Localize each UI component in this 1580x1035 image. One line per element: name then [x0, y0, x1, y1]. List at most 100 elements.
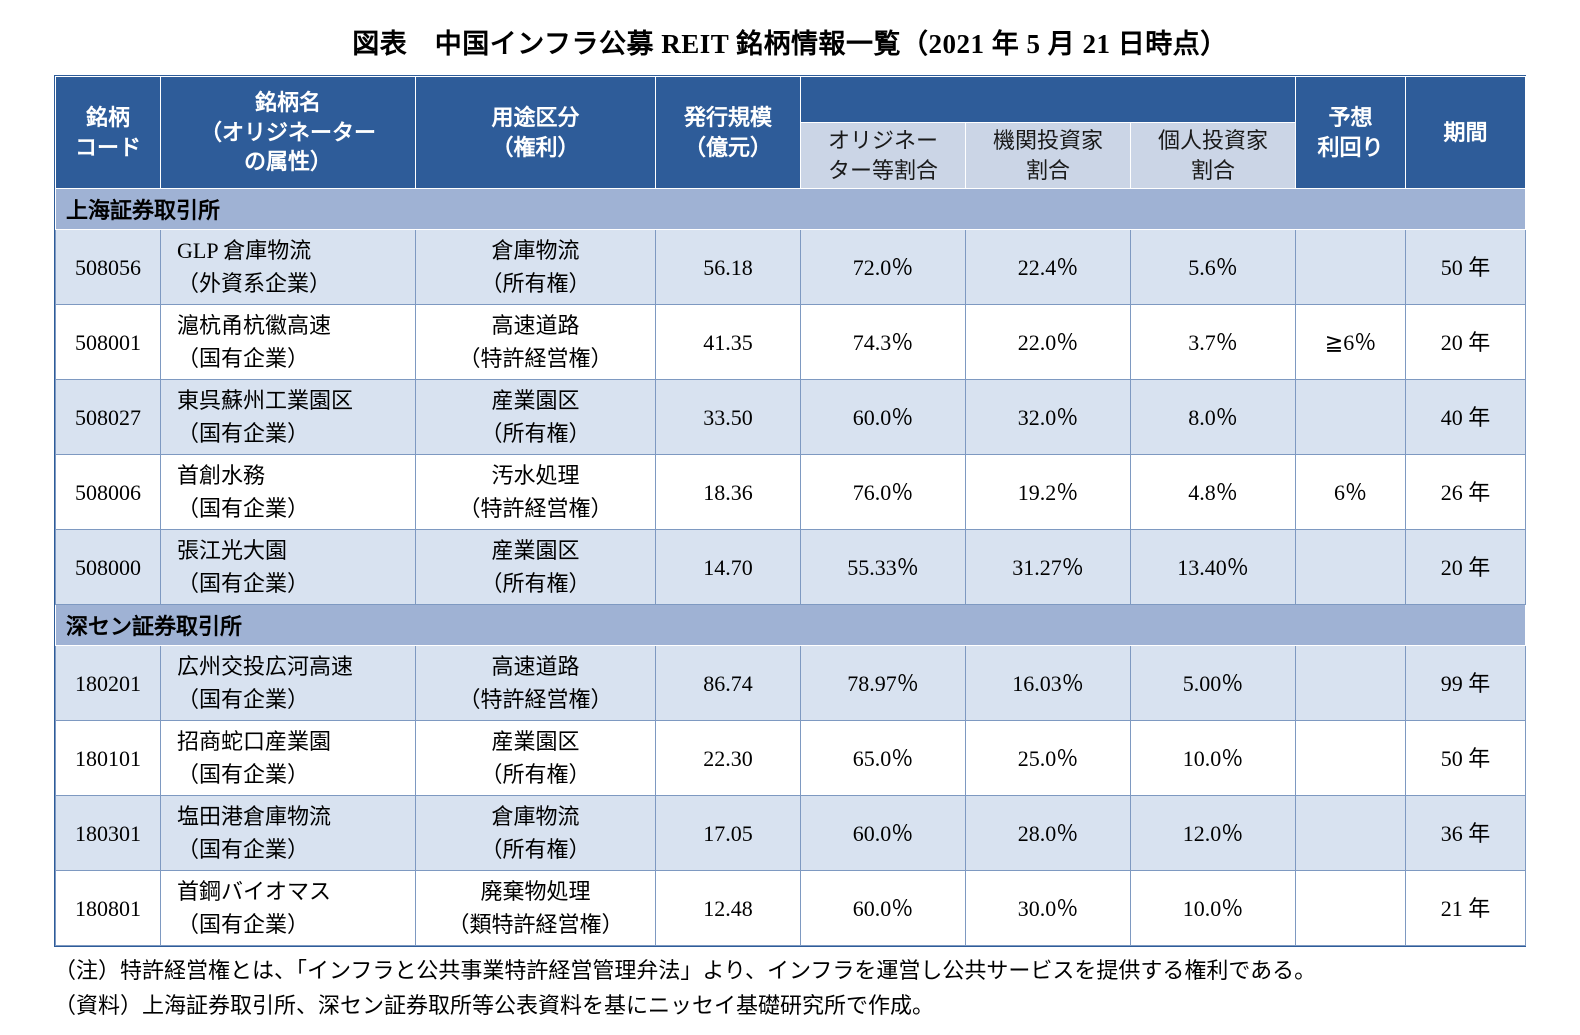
cell-institutional: 30.0％ [965, 870, 1131, 946]
cell-use: 産業園区 （所有権） [415, 720, 656, 796]
cell-originator: 76.0％ [800, 454, 966, 530]
section-row: 上海証券取引所 [55, 188, 1526, 230]
cell-use: 汚水処理 （特許経営権） [415, 454, 656, 530]
col-header-originator-ratio: オリジネー ター等割合 [800, 122, 966, 189]
section-label: 上海証券取引所 [55, 188, 1526, 230]
cell-period: 50 年 [1405, 229, 1526, 305]
cell-name: 招商蛇口産業園 （国有企業） [160, 720, 416, 796]
table-row: 508027 東呉蘇州工業園区 （国有企業） 産業園区 （所有権） 33.50 60.0… [55, 379, 1526, 455]
cell-size: 56.18 [655, 229, 801, 305]
col-header-size: 発行規模 （億元） [655, 76, 801, 189]
col-header-use: 用途区分 （権利） [415, 76, 656, 189]
footnotes: （注）特許経営権とは、「インフラと公共事業特許経営管理弁法」より、インフラを運営… [54, 955, 1526, 1021]
table-row: 180301 塩田港倉庫物流 （国有企業） 倉庫物流 （所有権） 17.05 60.0％… [55, 795, 1526, 871]
table-row: 508006 首創水務 （国有企業） 汚水処理 （特許経営権） 18.36 76.0％ 1… [55, 454, 1526, 530]
col-header-yield: 予想 利回り [1295, 76, 1406, 189]
cell-name: 首鋼バイオマス （国有企業） [160, 870, 416, 946]
cell-size: 14.70 [655, 529, 801, 605]
cell-yield [1295, 795, 1406, 871]
table-row: 508056 GLP 倉庫物流 （外資系企業） 倉庫物流 （所有権） 56.18 72.… [55, 229, 1526, 305]
cell-yield: 6％ [1295, 454, 1406, 530]
cell-period: 21 年 [1405, 870, 1526, 946]
reit-table-wrapper: 銘柄 コード 銘柄名 （オリジネーター の属性） 用途区分 （権利） 発行規模 … [54, 75, 1526, 947]
table-row: 180801 首鋼バイオマス （国有企業） 廃棄物処理 （類特許経営権） 12.48 6… [55, 870, 1526, 946]
cell-size: 86.74 [655, 645, 801, 721]
cell-individual: 10.0％ [1130, 870, 1296, 946]
cell-code: 180201 [55, 645, 161, 721]
cell-institutional: 22.0％ [965, 304, 1131, 380]
cell-originator: 55.33％ [800, 529, 966, 605]
cell-name: 張江光大園 （国有企業） [160, 529, 416, 605]
cell-code: 180101 [55, 720, 161, 796]
cell-institutional: 25.0％ [965, 720, 1131, 796]
cell-individual: 10.0％ [1130, 720, 1296, 796]
cell-yield [1295, 229, 1406, 305]
cell-size: 41.35 [655, 304, 801, 380]
page-title: 図表 中国インフラ公募 REIT 銘柄情報一覧（2021 年 5 月 21 日時… [352, 29, 1228, 59]
section-row: 深セン証券取引所 [55, 604, 1526, 646]
section-label: 深セン証券取引所 [55, 604, 1526, 646]
cell-code: 508027 [55, 379, 161, 455]
cell-size: 22.30 [655, 720, 801, 796]
cell-individual: 5.00％ [1130, 645, 1296, 721]
cell-period: 99 年 [1405, 645, 1526, 721]
cell-code: 508000 [55, 529, 161, 605]
col-header-individual-ratio: 個人投資家 割合 [1130, 122, 1296, 189]
note-2: （資料）上海証券取引所、深セン証券取所等公表資料を基にニッセイ基礎研究所で作成。 [54, 993, 935, 1019]
cell-individual: 3.7％ [1130, 304, 1296, 380]
cell-individual: 4.8％ [1130, 454, 1296, 530]
cell-code: 180801 [55, 870, 161, 946]
cell-use: 倉庫物流 （所有権） [415, 795, 656, 871]
cell-name: 滬杭甬杭徽高速 （国有企業） [160, 304, 416, 380]
cell-individual: 12.0％ [1130, 795, 1296, 871]
cell-originator: 60.0％ [800, 795, 966, 871]
cell-code: 508006 [55, 454, 161, 530]
cell-institutional: 31.27％ [965, 529, 1131, 605]
cell-use: 産業園区 （所有権） [415, 529, 656, 605]
cell-use: 高速道路 （特許経営権） [415, 645, 656, 721]
table-row: 508001 滬杭甬杭徽高速 （国有企業） 高速道路 （特許経営権） 41.35 74.… [55, 304, 1526, 380]
cell-code: 508001 [55, 304, 161, 380]
cell-originator: 65.0％ [800, 720, 966, 796]
cell-institutional: 16.03％ [965, 645, 1131, 721]
cell-originator: 74.3％ [800, 304, 966, 380]
cell-code: 508056 [55, 229, 161, 305]
cell-institutional: 19.2％ [965, 454, 1131, 530]
cell-yield [1295, 870, 1406, 946]
cell-institutional: 22.4％ [965, 229, 1131, 305]
cell-individual: 8.0％ [1130, 379, 1296, 455]
cell-originator: 60.0％ [800, 870, 966, 946]
table-row: 180201 広州交投広河高速 （国有企業） 高速道路 （特許経営権） 86.74 78… [55, 645, 1526, 721]
cell-yield [1295, 720, 1406, 796]
cell-use: 産業園区 （所有権） [415, 379, 656, 455]
cell-yield [1295, 529, 1406, 605]
table-row: 508000 張江光大園 （国有企業） 産業園区 （所有権） 14.70 55.33％ 3… [55, 529, 1526, 605]
cell-yield [1295, 645, 1406, 721]
cell-originator: 78.97％ [800, 645, 966, 721]
cell-size: 33.50 [655, 379, 801, 455]
cell-name: GLP 倉庫物流 （外資系企業） [160, 229, 416, 305]
cell-period: 50 年 [1405, 720, 1526, 796]
cell-individual: 13.40％ [1130, 529, 1296, 605]
cell-institutional: 28.0％ [965, 795, 1131, 871]
col-header-period: 期間 [1405, 76, 1526, 189]
cell-period: 40 年 [1405, 379, 1526, 455]
cell-size: 17.05 [655, 795, 801, 871]
table-body: 上海証券取引所 508056 GLP 倉庫物流 （外資系企業） 倉庫物流 （所有権） 5… [55, 188, 1526, 946]
cell-yield: ≧6％ [1295, 304, 1406, 380]
cell-period: 20 年 [1405, 304, 1526, 380]
cell-originator: 72.0％ [800, 229, 966, 305]
cell-use: 廃棄物処理 （類特許経営権） [415, 870, 656, 946]
col-header-investor-group [800, 76, 1296, 123]
cell-yield [1295, 379, 1406, 455]
table-row: 180101 招商蛇口産業園 （国有企業） 産業園区 （所有権） 22.30 65.0％… [55, 720, 1526, 796]
col-header-institutional-ratio: 機関投資家 割合 [965, 122, 1131, 189]
cell-name: 広州交投広河高速 （国有企業） [160, 645, 416, 721]
cell-size: 12.48 [655, 870, 801, 946]
note-1: （注）特許経営権とは、「インフラと公共事業特許経営管理弁法」より、インフラを運営… [54, 958, 1317, 983]
cell-name: 塩田港倉庫物流 （国有企業） [160, 795, 416, 871]
cell-code: 180301 [55, 795, 161, 871]
cell-size: 18.36 [655, 454, 801, 530]
cell-use: 倉庫物流 （所有権） [415, 229, 656, 305]
